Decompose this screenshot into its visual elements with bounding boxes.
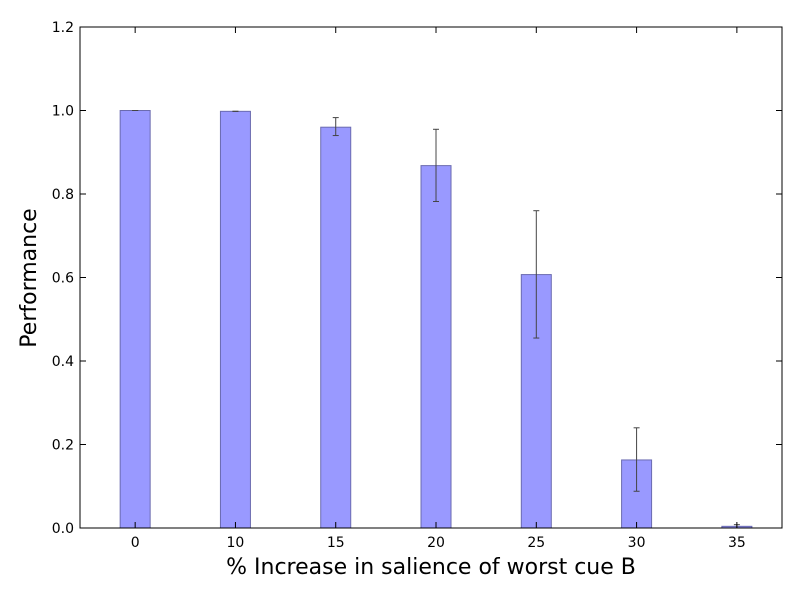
x-tick-label: 35	[728, 535, 746, 551]
bar-20	[420, 165, 452, 529]
bar-10	[219, 110, 251, 529]
x-tick-label: 20	[427, 535, 445, 551]
y-tick-label: 0.0	[52, 521, 74, 537]
x-tick-label: 10	[227, 535, 245, 551]
y-tick-label: 0.2	[52, 438, 74, 454]
x-axis-title: % Increase in salience of worst cue B	[226, 555, 636, 580]
bar-0	[119, 110, 151, 529]
y-tick-label: 0.6	[52, 271, 74, 287]
x-tick-label: 25	[527, 535, 545, 551]
x-tick-label: 0	[131, 535, 140, 551]
bar-15	[320, 126, 352, 529]
y-tick-label: 1.2	[52, 20, 74, 36]
bars-group	[119, 110, 753, 529]
x-tick-label: 30	[628, 535, 646, 551]
y-axis-title: Performance	[17, 208, 42, 347]
y-tick-label: 1.0	[52, 104, 74, 120]
x-tick-label: 15	[327, 535, 345, 551]
y-axis: 0.0 0.2 0.4 0.6 0.8 1.0 1.2	[52, 20, 782, 537]
x-axis: 0 10 15 20 25 30 35	[131, 27, 746, 551]
y-tick-label: 0.8	[52, 187, 74, 203]
y-tick-label: 0.4	[52, 354, 74, 370]
